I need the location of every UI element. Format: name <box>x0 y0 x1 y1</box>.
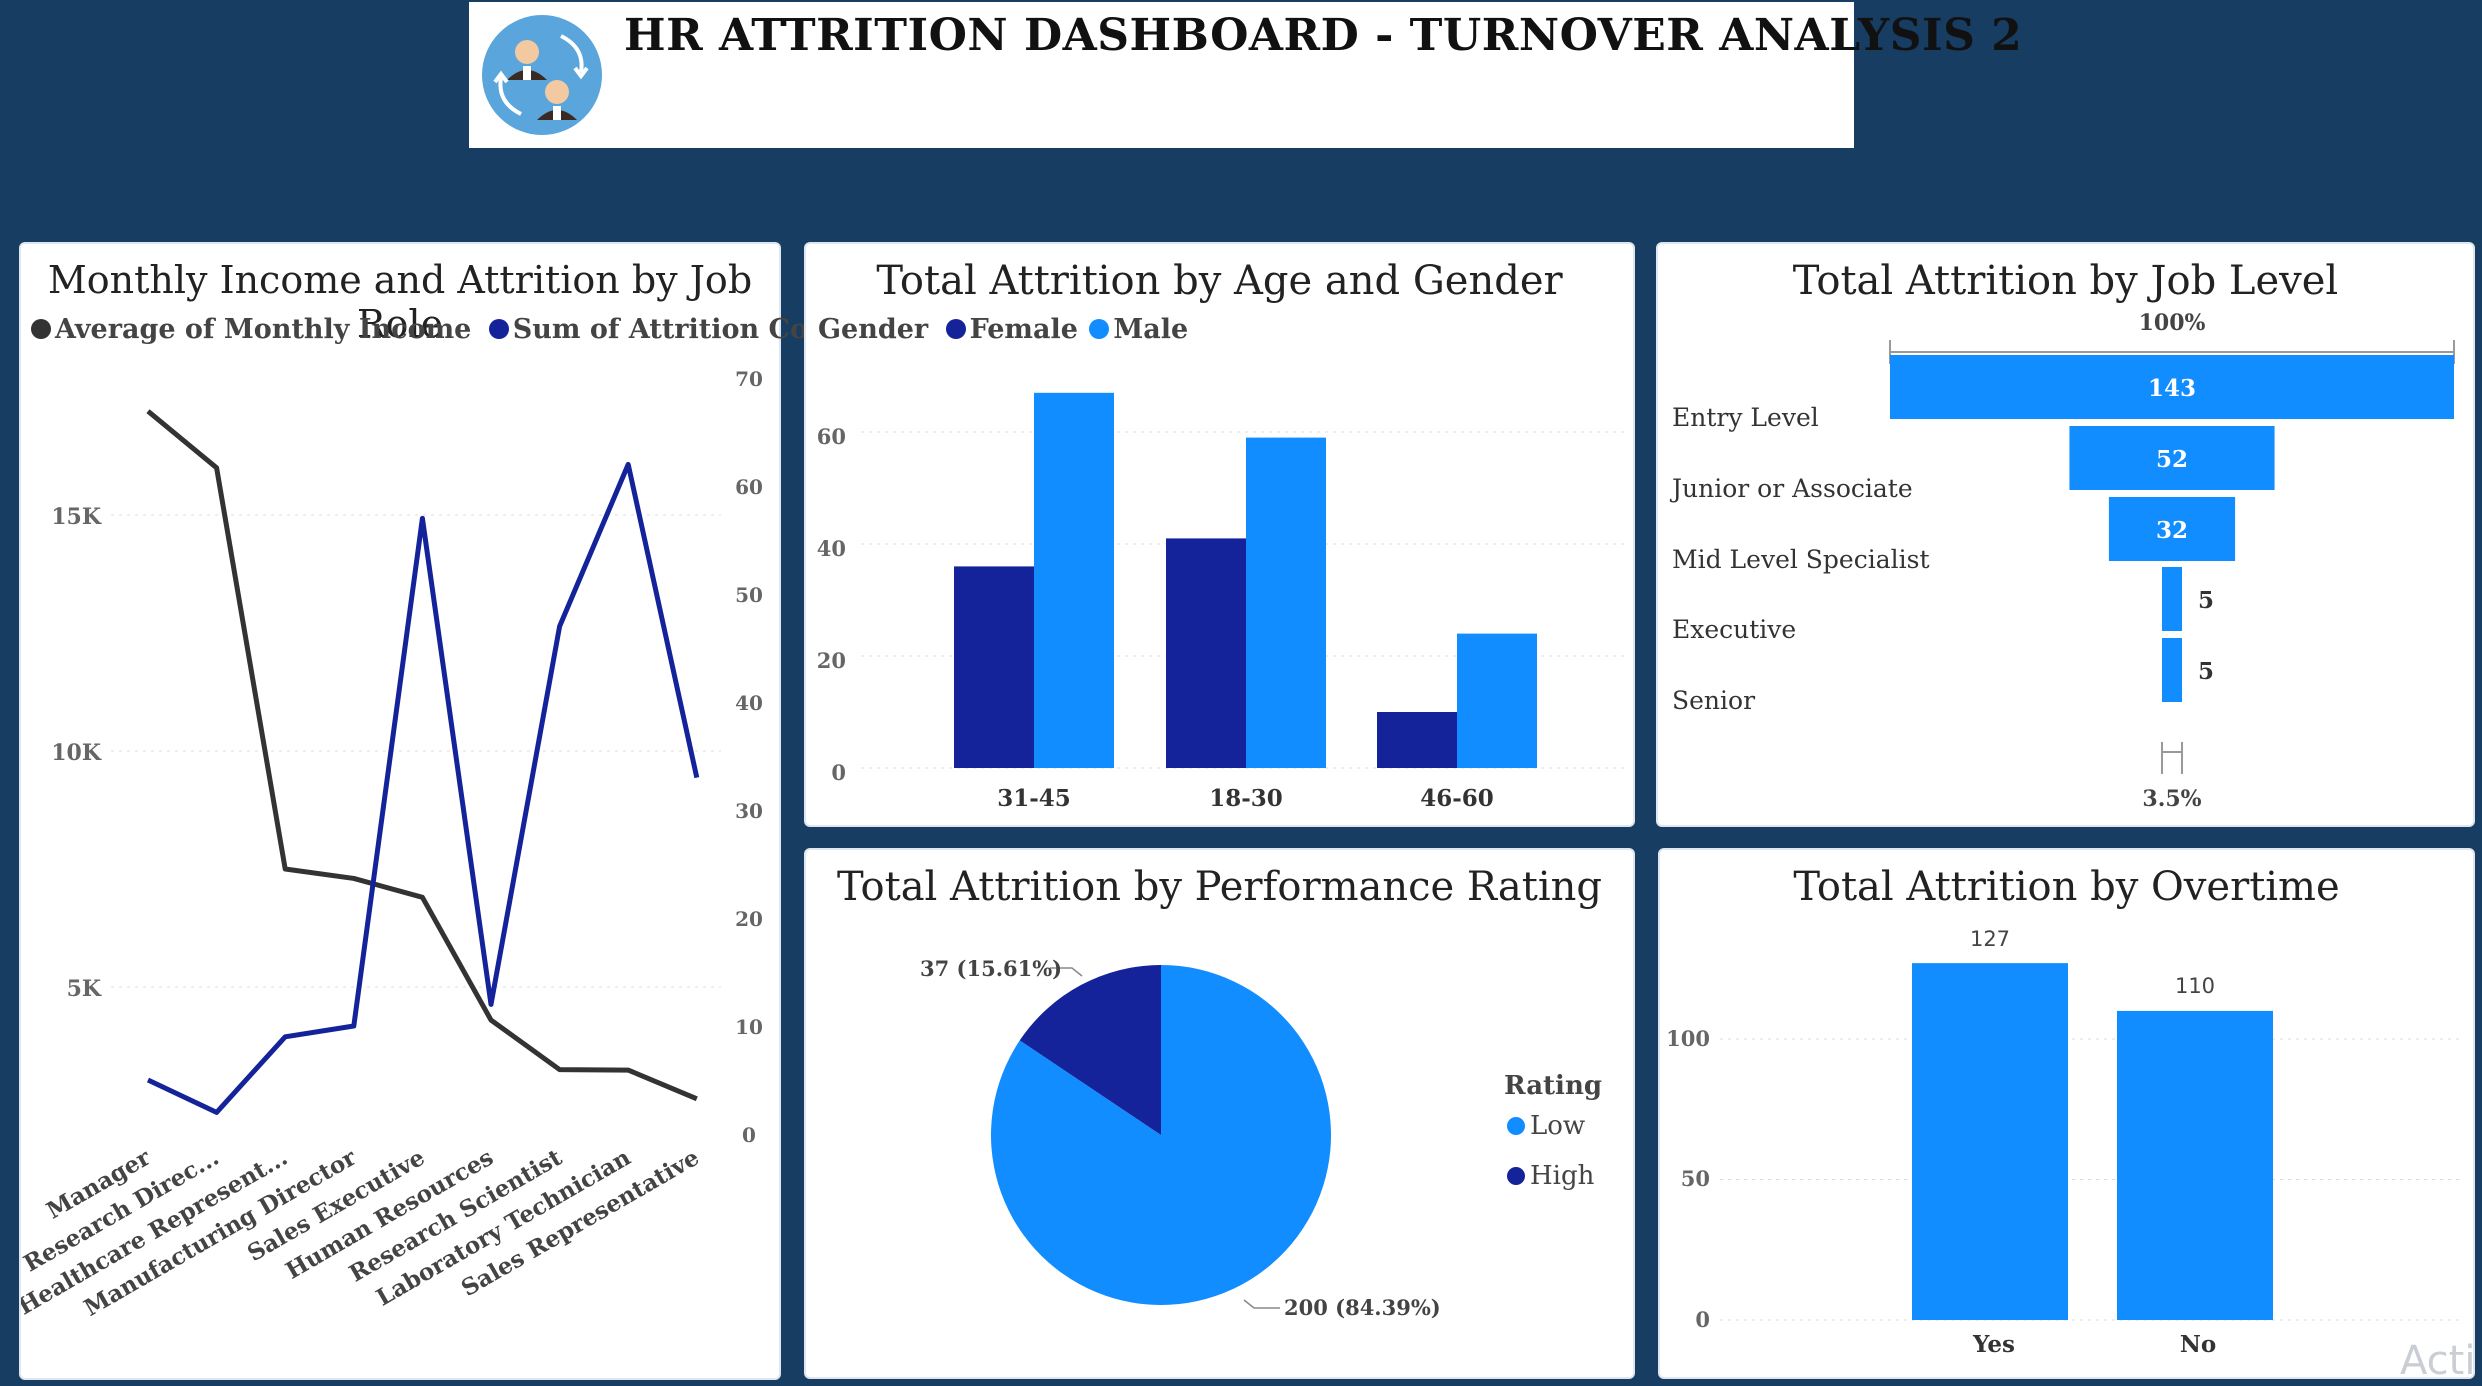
bar-female <box>954 566 1034 768</box>
legend-label-high: High <box>1530 1161 1595 1191</box>
legend-label-low: Low <box>1530 1111 1585 1141</box>
y-right-tick: 50 <box>735 583 763 607</box>
performance-title: Total Attrition by Performance Rating <box>836 864 1603 910</box>
funnel-top-label: 100% <box>2139 310 2206 336</box>
legend-dot-income <box>31 318 51 339</box>
bar-overtime <box>1912 963 2068 1320</box>
age-gender-legend: Gender Female Male <box>818 314 1188 345</box>
funnel-label: Entry Level <box>1672 403 1819 432</box>
bar-male <box>1034 392 1114 768</box>
funnel-value-label: 5 <box>2198 587 2214 614</box>
bar-overtime <box>2117 1010 2273 1320</box>
funnel-bar <box>2069 426 2275 490</box>
y-tick: 40 <box>817 536 846 561</box>
funnel-label: Executive <box>1672 615 1796 644</box>
dashboard-header: HR ATTRITION DASHBOARD - TURNOVER ANALYS… <box>469 2 2022 148</box>
legend-title-rating: Rating <box>1504 1071 1602 1101</box>
age-gender-title: Total Attrition by Age and Gender <box>876 258 1563 304</box>
x-tick: 18-30 <box>1209 785 1283 812</box>
activate-watermark: Acti <box>2400 1338 2476 1384</box>
funnel-value-label: 32 <box>2156 517 2188 544</box>
y-left-tick: 10K <box>51 740 102 766</box>
y-tick: 0 <box>1695 1307 1710 1332</box>
job-level-chart: 100% 143 52 32 5 5 3.5% Entry Level Junior o… <box>1669 310 2455 812</box>
bar-female <box>1377 712 1457 768</box>
performance-chart: 37 (15.61%) 200 (84.39%) Rating Low High <box>920 956 1602 1320</box>
legend-label-female: Female <box>969 314 1078 345</box>
legend-dot-male <box>1089 318 1110 339</box>
overtime-panel: Total Attrition by Overtime 100 50 0 127… <box>1660 850 2473 1377</box>
y-tick: 60 <box>817 424 846 449</box>
x-tick: 31-45 <box>997 785 1071 812</box>
overtime-chart: 100 50 0 127 110 Yes No <box>1666 927 2460 1358</box>
page-title: HR ATTRITION DASHBOARD - TURNOVER ANALYS… <box>624 10 2023 61</box>
y-left-tick: 15K <box>51 504 102 530</box>
funnel-value-label: 52 <box>2156 446 2188 473</box>
funnel-label: Mid Level Specialist <box>1672 545 1930 574</box>
y-right-tick: 70 <box>735 367 763 391</box>
legend-dot-attrition <box>488 318 509 339</box>
y-tick: 20 <box>817 648 846 673</box>
x-tick: No <box>2180 1331 2216 1358</box>
y-right-tick: 60 <box>735 475 763 499</box>
y-tick: 50 <box>1681 1166 1710 1191</box>
y-right-tick: 10 <box>735 1015 763 1039</box>
y-tick: 0 <box>831 760 846 785</box>
income-role-legend: Average of Monthly Income Sum of Attriti… <box>31 314 836 345</box>
performance-panel: Total Attrition by Performance Rating 37… <box>806 850 1633 1377</box>
bar-value-label: 127 <box>1970 927 2010 951</box>
job-level-title: Total Attrition by Job Level <box>1792 258 2339 304</box>
age-gender-panel: Total Attrition by Age and Gender Gender… <box>806 244 1633 825</box>
pie-label-high: 37 (15.61%) <box>920 956 1062 981</box>
y-right-tick: 30 <box>735 799 763 823</box>
legend-dot-female <box>945 318 966 339</box>
bar-male <box>1457 633 1537 768</box>
pie-slice-high <box>1019 965 1161 1135</box>
series-line-income <box>146 409 698 1102</box>
funnel-bar <box>2162 567 2182 631</box>
funnel-bar <box>2108 497 2236 561</box>
bar-female <box>1166 538 1246 768</box>
y-tick: 100 <box>1666 1026 1710 1051</box>
legend-label-income: Average of Monthly Income <box>55 314 472 345</box>
y-left-tick: 5K <box>67 976 102 1002</box>
pie-label-low: 200 (84.39%) <box>1284 1295 1441 1320</box>
job-level-panel: Total Attrition by Job Level 100% 143 52 3… <box>1658 244 2473 825</box>
legend-title-gender: Gender <box>818 314 929 345</box>
legend-label-male: Male <box>1113 314 1189 345</box>
legend-label-attrition: Sum of Attrition Co... <box>512 314 836 345</box>
y-right-tick: 20 <box>735 907 763 931</box>
y-right-tick: 0 <box>742 1123 756 1147</box>
funnel-bar <box>1890 355 2454 419</box>
bar-male <box>1246 437 1326 768</box>
funnel-value-label: 143 <box>2148 375 2196 402</box>
x-tick: Yes <box>1972 1331 2015 1358</box>
funnel-bottom-label: 3.5% <box>2142 786 2201 812</box>
funnel-label: Junior or Associate <box>1669 474 1913 503</box>
funnel-bar <box>2162 638 2182 702</box>
income-role-title: Monthly Income and Attrition by Job Role <box>47 258 753 346</box>
y-right-tick: 40 <box>735 691 763 715</box>
series-line-attrition <box>146 461 700 1115</box>
overtime-title: Total Attrition by Overtime <box>1793 864 2340 910</box>
income-role-chart: 15K 10K 5K 70 60 50 40 30 20 10 0 Manage… <box>21 367 763 1322</box>
bar-value-label: 110 <box>2175 974 2215 998</box>
people-exchange-icon <box>482 15 602 135</box>
funnel-label: Senior <box>1672 686 1755 715</box>
x-tick: 46-60 <box>1420 785 1494 812</box>
income-role-panel: Monthly Income and Attrition by Job Role… <box>21 244 836 1378</box>
age-gender-chart: 60 40 20 0 31-45 18-30 46-60 <box>817 392 1626 812</box>
funnel-value-label: 5 <box>2198 658 2214 685</box>
